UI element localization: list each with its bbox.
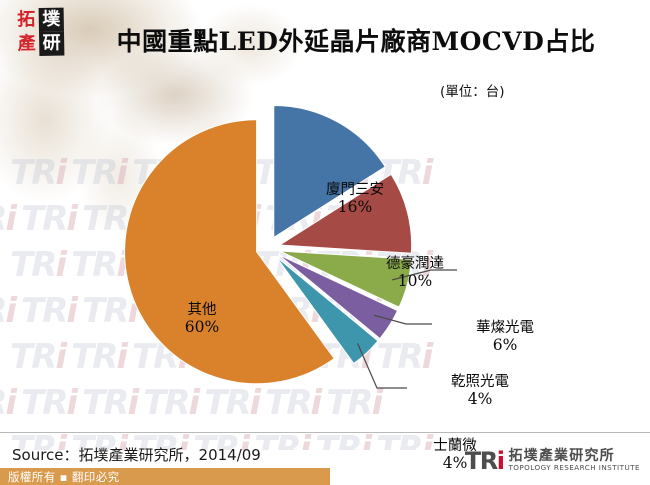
pie-slice-name: 其他 xyxy=(187,302,217,318)
pie-slice-label: 其他 60% xyxy=(154,302,250,336)
pie-leader-line xyxy=(373,314,432,325)
pie-slice[interactable] xyxy=(273,104,386,239)
pie-chart: 廈門三安 16% 德豪潤達 10% 華燦光電 6% 乾照光電 4% 士蘭微 4% 其他 60% xyxy=(0,70,650,471)
pie-chart-svg xyxy=(124,104,457,389)
source-line: Source：拓墣產業研究所，2014/09 xyxy=(12,446,261,464)
pie-slice-name: 士蘭微 xyxy=(433,438,477,454)
tri-name-en: TOPOLOGY RESEARCH INSTITUTE xyxy=(508,463,640,473)
pie-slice-name: 華燦光電 xyxy=(476,320,534,336)
tri-seal-logo: 拓 墣 產 研 xyxy=(14,7,65,57)
pie-slice[interactable] xyxy=(275,256,379,365)
pie-slice[interactable] xyxy=(277,253,399,340)
pie-slice-group xyxy=(124,104,413,385)
pie-slice-value: 4% xyxy=(467,389,493,408)
logo-char-4: 研 xyxy=(39,31,65,56)
pie-leader-line xyxy=(356,343,407,389)
pie-slice-value: 4% xyxy=(442,453,468,472)
tri-institute-logo: TRi 拓墣產業研究所 TOPOLOGY RESEARCH INSTITUTE xyxy=(465,449,640,473)
pie-slice-name: 廈門三安 xyxy=(326,182,384,198)
pie-slice-label: 德豪潤達 10% xyxy=(367,256,463,290)
pie-slice-value: 16% xyxy=(337,197,373,216)
copyright-bar: 版權所有 ▪ 翻印必究 xyxy=(0,468,330,485)
copyright-text: 版權所有 ▪ 翻印必究 xyxy=(8,469,120,484)
footer-divider xyxy=(0,432,650,433)
pie-slice[interactable] xyxy=(124,119,335,385)
pie-slice-label: 廈門三安 16% xyxy=(307,182,403,216)
logo-char-1: 拓 xyxy=(17,9,36,31)
pie-slice-name: 德豪潤達 xyxy=(386,256,444,272)
pie-slice-label: 士蘭微 4% xyxy=(407,438,503,472)
pie-leader-lines xyxy=(356,269,457,389)
pie-slice-value: 60% xyxy=(184,317,220,336)
pie-slice-value: 6% xyxy=(492,335,518,354)
tri-wordmark-i: i xyxy=(496,446,505,475)
logo-char-2: 墣 xyxy=(38,7,64,33)
unit-note: (單位：台) xyxy=(440,84,505,100)
pie-slice-label: 華燦光電 6% xyxy=(457,320,553,354)
tri-name-cn: 拓墣產業研究所 xyxy=(508,448,615,464)
tri-wordmark-tr: TR xyxy=(464,446,498,475)
logo-char-3: 產 xyxy=(17,33,36,55)
watermark-token: TRi xyxy=(315,429,372,450)
pie-slice[interactable] xyxy=(278,173,413,254)
pie-slice-label: 乾照光電 4% xyxy=(432,374,528,408)
tri-wordmark: TRi xyxy=(465,449,505,473)
page-title: 中國重點LED外延晶片廠商MOCVD占比 xyxy=(116,27,596,56)
pie-slice-value: 10% xyxy=(397,271,433,290)
tri-name-block: 拓墣產業研究所 TOPOLOGY RESEARCH INSTITUTE xyxy=(508,449,640,472)
watermark-token: TRi xyxy=(254,429,311,450)
pie-slice-name: 乾照光電 xyxy=(451,374,509,390)
pie-slice[interactable] xyxy=(279,250,412,308)
pie-leader-line xyxy=(391,269,457,281)
